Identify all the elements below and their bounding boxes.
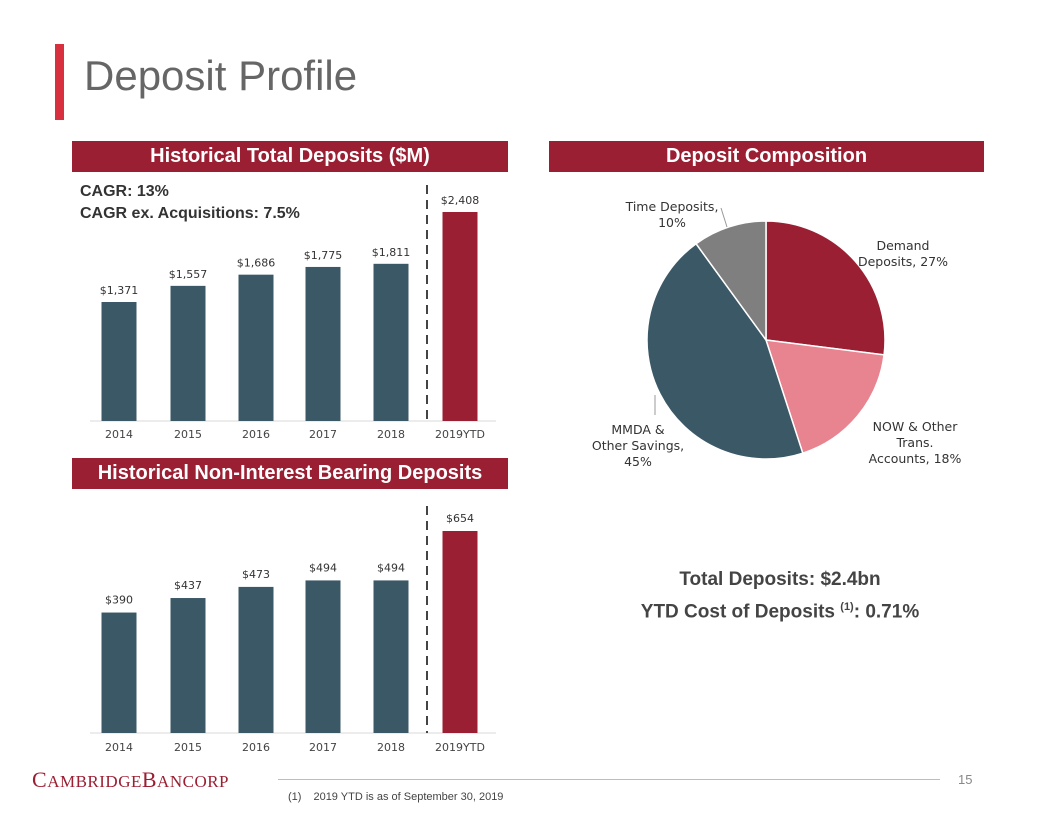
data-label-2015: $1,557 (169, 268, 208, 281)
tick-label-2014: 2014 (105, 428, 133, 441)
pie-slice-time-deposits (695, 220, 767, 343)
cost-footnote-ref: (1) (840, 601, 854, 613)
composition-header: Deposit Composition (549, 141, 984, 172)
pie-label-now-other-trans-accounts: NOW & Other (873, 419, 959, 434)
data-label-2015: $437 (174, 579, 202, 592)
title-accent-bar (55, 44, 64, 120)
data-label-2016: $1,686 (237, 257, 276, 270)
data-label-2019ytd: $2,408 (441, 194, 480, 207)
pie-label-now-other-trans-accounts: Trans. (895, 435, 933, 450)
cost-label: YTD Cost of Deposits (640, 601, 841, 623)
data-label-2014: $1,371 (100, 284, 139, 297)
bar-2017 (305, 580, 341, 733)
data-label-2018: $1,811 (372, 246, 411, 259)
pie-label-time-deposits: 10% (658, 215, 686, 230)
bar-2016 (238, 274, 274, 421)
tick-label-2016: 2016 (242, 428, 270, 441)
pie-slice-demand-deposits (765, 220, 886, 356)
pie-slice-mmda-other-savings (646, 242, 804, 460)
footer-divider (278, 779, 940, 780)
data-label-2019ytd: $654 (446, 512, 474, 525)
bar-2014 (101, 612, 137, 733)
tick-label-2015: 2015 (174, 428, 202, 441)
pie-label-demand-deposits: Demand (876, 238, 929, 253)
footnote-text: 2019 YTD is as of September 30, 2019 (313, 791, 504, 803)
pie-slice-now-other-trans-accounts (764, 339, 885, 455)
data-label-2014: $390 (105, 594, 133, 607)
bar-2019ytd (442, 531, 478, 733)
footnote-marker: (1) (288, 791, 302, 803)
tick-label-2017: 2017 (309, 428, 337, 441)
tick-label-2016: 2016 (242, 741, 270, 754)
tick-label-2019ytd: 2019YTD (435, 428, 485, 441)
cambridge-bancorp-logo: CAMBRIDGEBANCORP (32, 767, 230, 792)
tick-label-2019ytd: 2019YTD (435, 741, 485, 754)
footnote: (1) 2019 YTD is as of September 30, 2019 (288, 791, 515, 803)
total-deposits-header: Historical Total Deposits ($M) (72, 141, 508, 172)
pie-label-mmda-other-savings: MMDA & (611, 422, 664, 437)
cagr-ex-acquisitions-text: CAGR ex. Acquisitions: 7.5% (80, 205, 300, 222)
pie-label-mmda-other-savings: Other Savings, (592, 438, 684, 453)
bar-2019ytd (442, 212, 478, 421)
data-label-2017: $1,775 (304, 249, 343, 262)
data-label-2018: $494 (377, 561, 405, 574)
tick-label-2017: 2017 (309, 741, 337, 754)
data-label-2017: $494 (309, 561, 337, 574)
pie-leader-line-time-deposits (720, 207, 728, 228)
bar-2018 (373, 263, 409, 421)
tick-label-2014: 2014 (105, 741, 133, 754)
bar-2015 (170, 598, 206, 733)
cost-of-deposits-summary: YTD Cost of Deposits (1): 0.71% (560, 601, 1000, 623)
page-title: Deposit Profile (84, 52, 358, 99)
tick-label-2018: 2018 (377, 741, 405, 754)
pie-label-demand-deposits: Deposits, 27% (858, 254, 948, 269)
data-label-2016: $473 (242, 568, 270, 581)
tick-label-2018: 2018 (377, 428, 405, 441)
bar-2015 (170, 285, 206, 421)
bar-2017 (305, 266, 341, 421)
pie-label-now-other-trans-accounts: Accounts, 18% (869, 451, 962, 466)
bar-2016 (238, 586, 274, 733)
bar-2014 (101, 302, 137, 421)
page-number: 15 (958, 772, 973, 787)
bar-2018 (373, 580, 409, 733)
pie-label-mmda-other-savings: 45% (624, 454, 652, 469)
tick-label-2015: 2015 (174, 741, 202, 754)
pie-label-time-deposits: Time Deposits, (625, 199, 719, 214)
nib-deposits-header: Historical Non-Interest Bearing Deposits (72, 458, 508, 489)
cost-value: : 0.71% (853, 601, 920, 623)
cagr-text: CAGR: 13% (80, 183, 169, 200)
total-deposits-summary: Total Deposits: $2.4bn (679, 569, 881, 590)
